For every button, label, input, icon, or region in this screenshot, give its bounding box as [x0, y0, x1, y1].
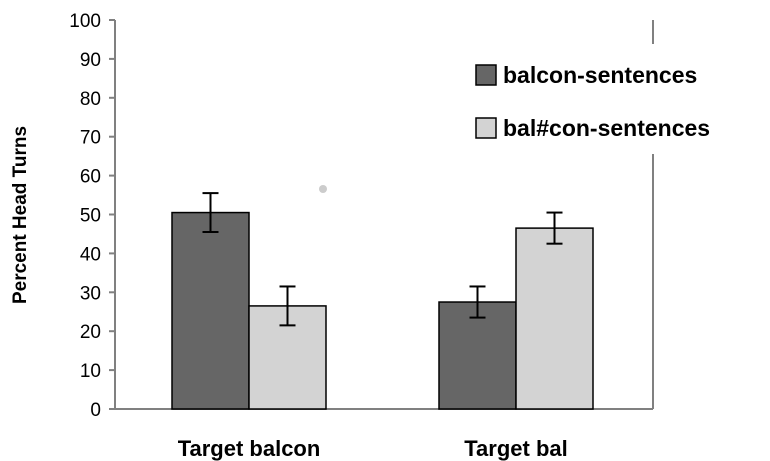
- y-tick-label: 90: [80, 50, 101, 71]
- category-label: Target balcon: [178, 436, 321, 461]
- category-labels: Target balcon Target bal: [178, 436, 568, 461]
- y-tick-label: 50: [80, 206, 101, 227]
- legend-swatch: [475, 117, 497, 139]
- legend-box: [470, 44, 770, 154]
- y-axis-ticks: 0 10 20 30 40 50 60 70 80 90 100: [69, 11, 115, 421]
- y-tick-label: 20: [80, 322, 101, 343]
- y-tick-label: 70: [80, 128, 101, 149]
- y-tick-label: 80: [80, 89, 101, 110]
- legend-label: bal#con-sentences: [503, 115, 710, 141]
- bar: [515, 227, 594, 410]
- y-tick-label: 100: [69, 11, 101, 32]
- bar: [438, 301, 517, 410]
- y-axis-title: Percent Head Turns: [10, 126, 31, 304]
- y-tick-label: 0: [90, 400, 101, 421]
- y-tick-label: 40: [80, 244, 101, 265]
- legend-label: balcon-sentences: [503, 62, 697, 88]
- stray-dot: [319, 185, 327, 193]
- legend-swatch: [475, 64, 497, 86]
- y-tick-label: 60: [80, 167, 101, 188]
- bar: [171, 211, 250, 410]
- y-tick-label: 10: [80, 361, 101, 382]
- bars: [171, 185, 594, 410]
- legend: balcon-sentences bal#con-sentences: [470, 44, 770, 154]
- category-label: Target bal: [464, 436, 568, 461]
- y-tick-label: 30: [80, 283, 101, 304]
